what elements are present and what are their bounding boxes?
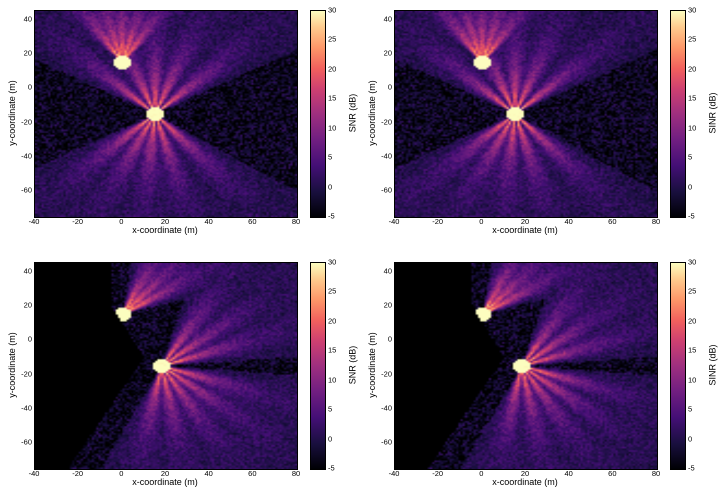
y-ticks: -60 -40 -20 0 20 40: [17, 262, 32, 468]
colorbar-tick: 30: [688, 258, 704, 267]
colorbar-tick: 5: [328, 405, 344, 414]
y-tick: -20: [381, 117, 392, 126]
y-tick: 20: [24, 48, 32, 57]
y-tick: -60: [21, 438, 32, 447]
colorbar-tick: -5: [328, 212, 344, 221]
colorbar-tick: 30: [688, 6, 704, 15]
colorbar: [670, 262, 686, 470]
x-axis-label: x-coordinate (m): [34, 477, 296, 487]
y-tick: 40: [384, 14, 392, 23]
subplot-grid: -40-20020406080-60-40-2002040x-coordinat…: [0, 0, 720, 504]
y-tick: -20: [381, 369, 392, 378]
y-tick: 20: [384, 300, 392, 309]
colorbar-tick: 20: [328, 316, 344, 325]
y-tick: -20: [21, 117, 32, 126]
y-tick: -40: [381, 403, 392, 412]
heatmap-surface: [394, 10, 658, 218]
colorbar-tick: 0: [328, 182, 344, 191]
y-tick: 0: [28, 83, 32, 92]
y-axis-label: y-coordinate (m): [6, 262, 18, 468]
panel-top-right: -40-20020406080-60-40-2002040x-coordinat…: [360, 0, 720, 252]
y-tick: 40: [24, 14, 32, 23]
y-tick: 0: [28, 335, 32, 344]
heatmap-canvas: [35, 11, 297, 217]
y-tick: -40: [381, 151, 392, 160]
y-axis-label: y-coordinate (m): [366, 262, 378, 468]
colorbar-tick: 0: [328, 434, 344, 443]
colorbar-label: SINR (dB): [706, 10, 718, 216]
colorbar-tick: 5: [688, 153, 704, 162]
colorbar-tick: 10: [328, 123, 344, 132]
colorbar-tick: 15: [688, 346, 704, 355]
colorbar-tick: 30: [328, 258, 344, 267]
y-ticks: -60 -40 -20 0 20 40: [377, 262, 392, 468]
x-axis-label: x-coordinate (m): [34, 225, 296, 235]
colorbar-tick: 25: [688, 287, 704, 296]
panel-bottom-left: -40-20020406080-60-40-2002040x-coordinat…: [0, 252, 360, 504]
colorbar-ticks: -5051015202530: [328, 262, 344, 468]
colorbar-tick: 0: [688, 182, 704, 191]
x-axis-label: x-coordinate (m): [394, 225, 656, 235]
x-axis-label: x-coordinate (m): [394, 477, 656, 487]
colorbar-tick: -5: [688, 464, 704, 473]
y-tick: 0: [388, 335, 392, 344]
colorbar-tick: 5: [688, 405, 704, 414]
y-tick: 40: [384, 266, 392, 275]
y-tick: 0: [388, 83, 392, 92]
colorbar-tick: 20: [688, 64, 704, 73]
y-tick: -40: [21, 151, 32, 160]
colorbar-ticks: -5051015202530: [688, 262, 704, 468]
colorbar-tick: 15: [328, 346, 344, 355]
colorbar-tick: 25: [328, 287, 344, 296]
y-tick: -20: [21, 369, 32, 378]
heatmap-canvas: [395, 263, 657, 469]
y-tick: 20: [24, 300, 32, 309]
y-tick: -60: [21, 186, 32, 195]
colorbar-tick: 10: [688, 375, 704, 384]
y-ticks: -60 -40 -20 0 20 40: [17, 10, 32, 216]
colorbar-tick: 20: [688, 316, 704, 325]
colorbar-label: SNR (dB): [346, 10, 358, 216]
colorbar-tick: -5: [328, 464, 344, 473]
colorbar-tick: 25: [688, 35, 704, 44]
heatmap-surface: [394, 262, 658, 470]
colorbar-tick: 30: [328, 6, 344, 15]
heatmap-surface: [34, 10, 298, 218]
heatmap-canvas: [35, 263, 297, 469]
colorbar-tick: 20: [328, 64, 344, 73]
colorbar-label: SNR (dB): [346, 262, 358, 468]
colorbar-ticks: -5051015202530: [688, 10, 704, 216]
panel-bottom-right: -40-20020406080-60-40-2002040x-coordinat…: [360, 252, 720, 504]
colorbar-tick: 25: [328, 35, 344, 44]
y-tick: -40: [21, 403, 32, 412]
colorbar: [310, 262, 326, 470]
y-tick: -60: [381, 438, 392, 447]
y-ticks: -60 -40 -20 0 20 40: [377, 10, 392, 216]
colorbar: [670, 10, 686, 218]
colorbar-tick: 10: [328, 375, 344, 384]
colorbar: [310, 10, 326, 218]
y-axis-label: y-coordinate (m): [6, 10, 18, 216]
y-tick: 40: [24, 266, 32, 275]
heatmap-canvas: [395, 11, 657, 217]
panel-top-left: -40-20020406080-60-40-2002040x-coordinat…: [0, 0, 360, 252]
heatmap-surface: [34, 262, 298, 470]
colorbar-tick: 15: [328, 94, 344, 103]
colorbar-ticks: -5051015202530: [328, 10, 344, 216]
y-tick: 20: [384, 48, 392, 57]
colorbar-tick: -5: [688, 212, 704, 221]
y-tick: -60: [381, 186, 392, 195]
colorbar-tick: 0: [688, 434, 704, 443]
colorbar-tick: 10: [688, 123, 704, 132]
colorbar-label: SINR (dB): [706, 262, 718, 468]
y-axis-label: y-coordinate (m): [366, 10, 378, 216]
colorbar-tick: 15: [688, 94, 704, 103]
colorbar-tick: 5: [328, 153, 344, 162]
